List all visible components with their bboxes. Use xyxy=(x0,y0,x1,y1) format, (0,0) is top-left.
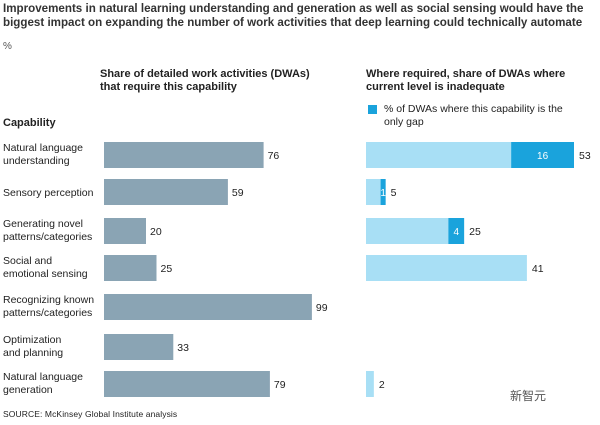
category-label: Recognizing known xyxy=(3,294,94,306)
category-label: Natural language xyxy=(3,371,83,383)
source-note: SOURCE: McKinsey Global Institute analys… xyxy=(3,409,178,419)
share-value-label: 79 xyxy=(274,379,286,391)
category-label: Social and xyxy=(3,255,52,267)
category-label: emotional sensing xyxy=(3,268,88,280)
only-gap-bar xyxy=(511,142,574,168)
share-bar xyxy=(104,371,270,397)
share-value-label: 20 xyxy=(150,226,162,238)
share-bar xyxy=(104,294,312,320)
left-column-title: Share of detailed work activities (DWAs)… xyxy=(100,68,310,93)
share-bar xyxy=(104,334,174,360)
share-value-label: 33 xyxy=(177,342,189,354)
category-label: understanding xyxy=(3,155,70,167)
only-gap-value-label: 16 xyxy=(537,151,549,162)
category-label: patterns/categories xyxy=(3,307,92,319)
share-value-label: 25 xyxy=(161,263,173,275)
inadequate-value-label: 25 xyxy=(469,226,481,238)
share-bar xyxy=(104,142,264,168)
watermark: 新智元 xyxy=(510,389,547,403)
category-label: Natural language xyxy=(3,142,83,154)
category-label: and planning xyxy=(3,347,63,359)
inadequate-value-label: 53 xyxy=(579,150,591,162)
category-label: Generating novel xyxy=(3,218,83,230)
only-gap-bar xyxy=(380,179,386,205)
category-label: Sensory perception xyxy=(3,187,94,199)
inadequate-value-label: 41 xyxy=(532,263,544,275)
inadequate-bar xyxy=(366,255,527,281)
chart-title: Improvements in natural learning underst… xyxy=(3,2,584,29)
share-bar xyxy=(104,218,146,244)
share-bar xyxy=(104,179,228,205)
capability-header: Capability xyxy=(3,117,56,129)
share-value-label: 76 xyxy=(268,150,280,162)
unit-label: % xyxy=(3,41,12,52)
inadequate-value-label: 5 xyxy=(391,187,397,199)
only-gap-value-label: 1 xyxy=(380,188,386,199)
category-label: generation xyxy=(3,384,53,396)
inadequate-bar xyxy=(366,371,374,397)
share-bar xyxy=(104,255,157,281)
inadequate-bar xyxy=(366,218,465,244)
only-gap-bar xyxy=(448,218,465,244)
category-label: Optimization xyxy=(3,334,62,346)
category-label: patterns/categories xyxy=(3,231,92,243)
legend-label: % of DWAs where this capability is the o… xyxy=(384,103,563,128)
share-value-label: 59 xyxy=(232,187,244,199)
legend-swatch xyxy=(368,105,377,114)
share-value-label: 99 xyxy=(316,302,328,314)
inadequate-value-label: 2 xyxy=(379,379,385,391)
only-gap-value-label: 4 xyxy=(453,227,459,238)
right-column-title: Where required, share of DWAs where curr… xyxy=(366,68,566,93)
